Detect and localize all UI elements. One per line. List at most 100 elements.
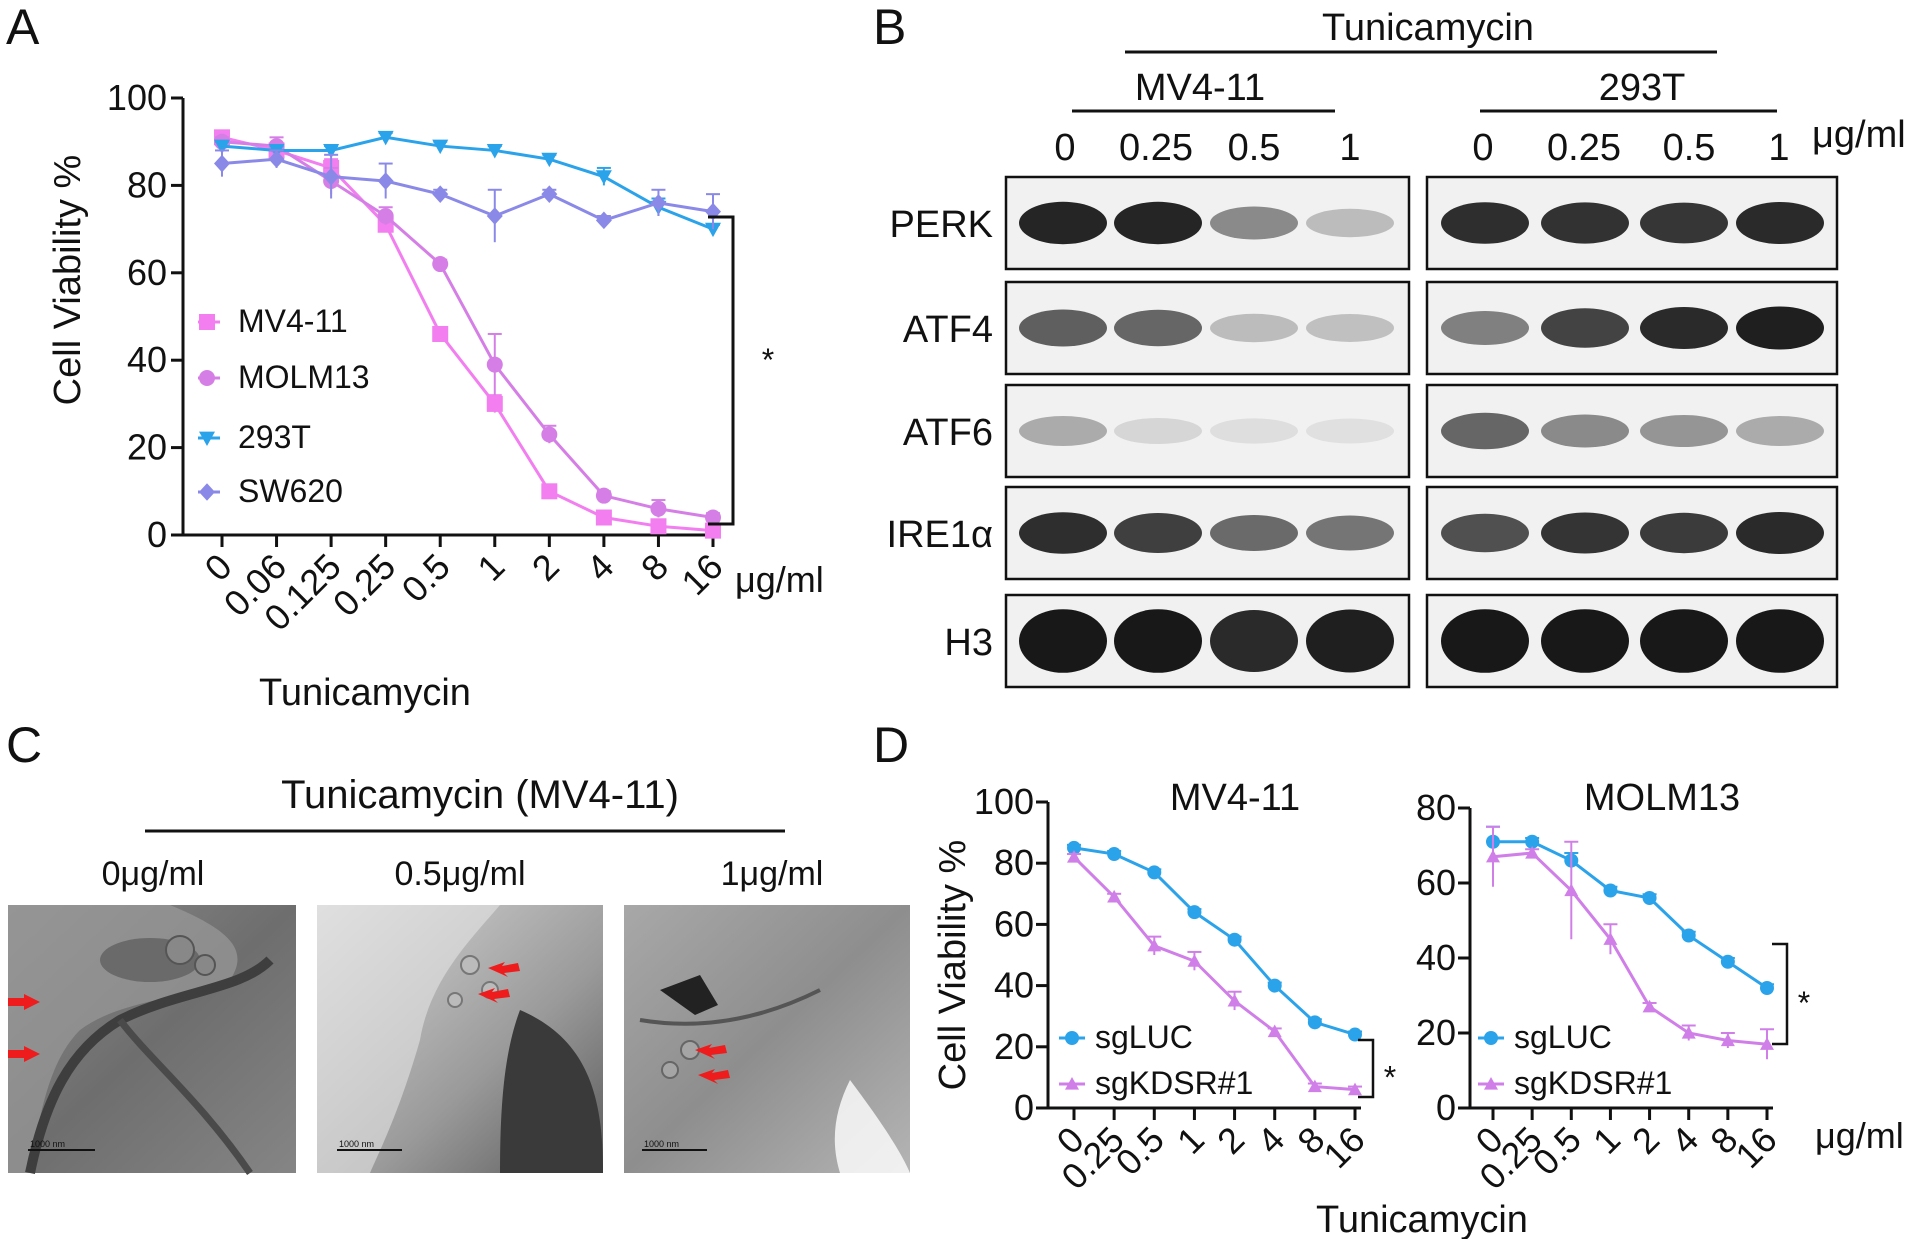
data-point xyxy=(486,207,503,225)
panel-d-xtick-label: 2 xyxy=(1624,1119,1667,1162)
panel-a-xtick-label: 4 xyxy=(578,546,621,589)
blot-ATF4-MV4-11 xyxy=(1004,280,1411,376)
data-point xyxy=(541,152,558,168)
data-point xyxy=(214,154,230,173)
blot-band xyxy=(1441,202,1529,244)
data-point xyxy=(1307,1015,1322,1030)
blot-band xyxy=(1114,201,1202,245)
data-point xyxy=(1147,865,1162,880)
tem-image-1: 1000 nm xyxy=(317,905,603,1173)
panel-d-significance-bracket xyxy=(1358,1038,1375,1099)
data-point xyxy=(1564,883,1579,897)
data-point xyxy=(705,222,721,238)
panel-a-xtick-label: 1 xyxy=(469,546,512,589)
arrow-icon xyxy=(695,1044,727,1059)
legend-marker xyxy=(199,483,215,501)
blot-band xyxy=(1210,610,1298,672)
arrow-icon xyxy=(8,1046,40,1062)
panel-a-ytick-label: 20 xyxy=(127,427,167,468)
blot-band xyxy=(1019,416,1107,446)
panel-a-ytick-label: 40 xyxy=(127,339,167,380)
data-point xyxy=(1603,883,1618,898)
blot-PERK-293T xyxy=(1425,175,1839,271)
tem-scalebar-label-1: 1000 nm xyxy=(339,1139,374,1149)
panel-b-letter: B xyxy=(873,0,906,55)
blot-IRE1α-MV4-11 xyxy=(1004,485,1411,581)
panel-d-ytick-label: 100 xyxy=(974,781,1034,822)
panel-a-significance: * xyxy=(762,342,774,378)
data-point xyxy=(1067,850,1081,863)
panel-b-dose-label: 1 xyxy=(1768,127,1789,169)
series-line xyxy=(1072,856,1356,1092)
panel-d-chart-title: MOLM13 xyxy=(1584,777,1740,819)
panel-b-group-label: MV4-11 xyxy=(1135,67,1265,109)
blot-H3-293T xyxy=(1425,593,1839,689)
blot-IRE1α-293T xyxy=(1425,485,1839,581)
panel-d-ytick-label: 80 xyxy=(1416,787,1456,828)
arrow-icon xyxy=(488,962,520,977)
panel-a-xtick-label: 8 xyxy=(633,546,676,589)
panel-b-dose-label: 1 xyxy=(1339,127,1360,169)
data-point xyxy=(377,130,394,146)
panel-b-protein-label: ATF4 xyxy=(903,309,993,351)
legend-label: 293T xyxy=(238,419,311,455)
data-point xyxy=(1348,1082,1362,1096)
panel-d-series-sgLUC xyxy=(1486,825,1774,995)
panel-d-ytick-label: 60 xyxy=(994,903,1034,944)
series-line xyxy=(1073,846,1356,1036)
data-point xyxy=(650,194,667,212)
legend-marker xyxy=(199,370,215,386)
series-line xyxy=(221,140,714,520)
panel-a-ytick-label: 80 xyxy=(127,164,167,205)
data-point xyxy=(432,139,449,155)
data-point xyxy=(432,185,449,203)
data-point xyxy=(1348,1027,1362,1042)
blot-band xyxy=(1541,414,1629,448)
blot-band xyxy=(1736,609,1824,673)
panel-d-ytick-label: 0 xyxy=(1014,1087,1034,1128)
tem-label-0: 0μg/ml xyxy=(102,855,205,893)
data-point xyxy=(486,395,503,412)
blot-band xyxy=(1541,202,1629,244)
data-point xyxy=(705,202,721,221)
blot-band xyxy=(1114,609,1202,673)
panel-d: D Cell Viability % Tunicamycin μg/ml MV4… xyxy=(873,717,1904,1239)
data-point xyxy=(541,483,558,500)
panel-b-protein-label: ATF6 xyxy=(903,412,993,454)
panel-d-chart-MOLM13: MOLM1302040608000.250.5124816sgLUCsgKDSR… xyxy=(1416,777,1810,1197)
data-point xyxy=(1525,846,1540,859)
data-point xyxy=(1187,905,1202,920)
panel-b-protein-label: H3 xyxy=(944,622,993,664)
data-point xyxy=(1147,938,1162,952)
blot-band xyxy=(1210,418,1298,444)
data-point xyxy=(1720,954,1735,969)
blot-band xyxy=(1441,412,1529,450)
panel-d-ytick-label: 40 xyxy=(994,965,1034,1006)
blot-ATF4-293T xyxy=(1425,280,1839,376)
panel-c-letter: C xyxy=(6,717,42,773)
data-point xyxy=(268,150,285,168)
panel-d-series-sgKDSR#1 xyxy=(1486,825,1774,1060)
data-point xyxy=(432,256,449,273)
data-point xyxy=(1227,932,1242,947)
panel-a-ytick-label: 0 xyxy=(147,514,167,555)
panel-a-ytick-label: 100 xyxy=(107,77,167,118)
blot-band xyxy=(1019,609,1107,673)
panel-b: B Tunicamycin MV4-11 0 0.25 0.5 1 293T 0 0.25 0.… xyxy=(873,0,1906,689)
data-point xyxy=(705,522,721,539)
data-point xyxy=(650,518,667,535)
data-point xyxy=(1603,932,1618,945)
tem-image-2: 1000 nm xyxy=(624,905,910,1173)
panel-d-xtick-label: 16 xyxy=(1727,1119,1784,1176)
data-point xyxy=(541,185,558,203)
tem-label-1: 0.5μg/ml xyxy=(394,855,525,893)
data-point xyxy=(595,211,612,230)
legend-label: sgLUC xyxy=(1095,1019,1193,1055)
tem-scalebar-label-0: 1000 nm xyxy=(30,1139,65,1149)
panel-d-xtick-label: 0.5 xyxy=(1525,1119,1589,1183)
data-point xyxy=(214,139,230,155)
blot-band xyxy=(1736,512,1824,554)
panel-d-unit: μg/ml xyxy=(1815,1115,1904,1156)
blot-band xyxy=(1736,306,1824,350)
